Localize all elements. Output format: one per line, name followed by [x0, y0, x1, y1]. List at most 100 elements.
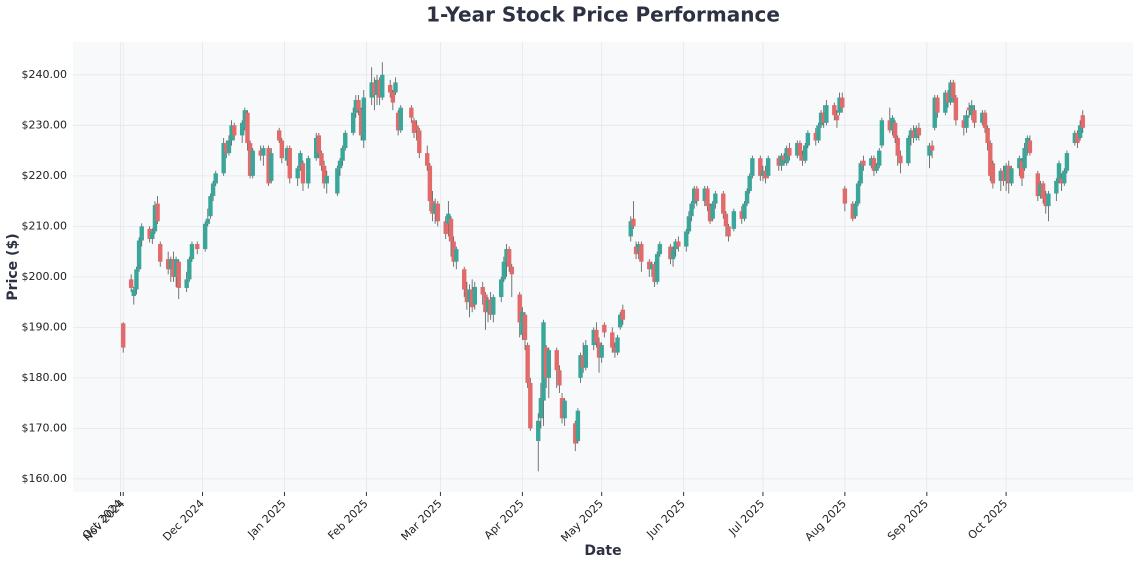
candle-body — [187, 259, 192, 280]
candle-body — [689, 203, 694, 217]
candle-body — [964, 115, 969, 128]
candle-body — [543, 347, 549, 378]
candle-body — [932, 97, 937, 128]
candle-body — [213, 173, 218, 184]
candle-body — [208, 196, 213, 217]
candle-body — [673, 241, 678, 250]
candle-body — [464, 289, 470, 303]
candle-body — [800, 155, 805, 161]
candle-body — [131, 289, 136, 297]
candle-body — [575, 410, 581, 441]
candle-body — [395, 112, 401, 131]
y-tick-label: $170.00 — [22, 421, 68, 434]
candle-body — [480, 286, 485, 295]
candle-body — [853, 203, 858, 217]
candle-body — [388, 84, 393, 93]
candle-body — [158, 244, 163, 262]
candle-body — [1043, 196, 1048, 207]
candle-body — [139, 226, 144, 241]
candle-body — [454, 249, 459, 262]
chart-title: 1-Year Stock Price Performance — [426, 3, 780, 27]
candle-body — [168, 259, 174, 270]
candle-body — [506, 249, 512, 267]
candle-body — [398, 107, 403, 131]
candle-body — [520, 312, 525, 335]
candle-body — [173, 259, 179, 277]
candle-body — [247, 143, 253, 176]
candle-body — [916, 127, 922, 136]
candle-body — [242, 110, 248, 128]
x-tick-label: Dec 2024 — [160, 497, 207, 544]
candle-body — [583, 345, 589, 368]
candle-body — [670, 249, 676, 260]
candle-body — [998, 170, 1004, 181]
candle-body — [776, 158, 781, 166]
candle-body — [358, 110, 364, 136]
candle-body — [483, 294, 488, 313]
candle-body — [136, 240, 142, 270]
candle-body — [414, 125, 419, 131]
candle-body — [657, 244, 663, 255]
candle-body — [911, 130, 916, 138]
x-tick-label: Feb 2025 — [325, 497, 370, 542]
candle-body — [615, 337, 620, 353]
x-tick-label: Jul 2025 — [726, 497, 768, 539]
candle-body — [269, 153, 274, 181]
candle-body — [509, 266, 515, 275]
candle-body — [633, 246, 639, 255]
y-tick-label: $190.00 — [22, 320, 68, 333]
candle-body — [596, 342, 602, 358]
candle-body — [966, 107, 972, 111]
y-tick-label: $240.00 — [22, 68, 68, 81]
candle-body — [353, 100, 359, 113]
candle-body — [250, 150, 255, 176]
candle-body — [1077, 125, 1083, 138]
candle-body — [610, 332, 615, 348]
candle-body — [578, 355, 583, 378]
candle-body — [599, 345, 604, 358]
candle-body — [887, 120, 893, 131]
candle-body — [176, 261, 181, 288]
candle-body — [210, 183, 216, 197]
candle-body — [654, 254, 660, 282]
candle-body — [152, 205, 158, 232]
candle-body — [430, 201, 435, 214]
candle-body — [953, 97, 959, 121]
candle-body — [594, 329, 599, 343]
candle-body — [184, 279, 189, 288]
candle-body — [448, 218, 454, 242]
candle-body — [393, 82, 398, 93]
candle-body — [895, 137, 900, 156]
candle-body — [1046, 193, 1051, 207]
candle-body — [1025, 137, 1030, 149]
candle-body — [411, 120, 417, 133]
candle-body — [390, 92, 396, 103]
candle-body — [694, 188, 700, 202]
x-tick-label: Sep 2025 — [885, 497, 931, 543]
candle-body — [855, 183, 861, 204]
candle-body — [731, 211, 737, 229]
x-tick-label: Apr 2025 — [482, 497, 527, 542]
candle-body — [781, 155, 787, 161]
candle-body — [988, 143, 993, 176]
candle-body — [356, 100, 361, 111]
x-tick-label: Jan 2025 — [245, 497, 289, 541]
candle-body — [350, 112, 356, 133]
candle-body — [501, 261, 507, 280]
candle-body — [742, 203, 747, 219]
candle-body — [1009, 168, 1014, 184]
candle-body — [536, 420, 541, 441]
candle-body — [528, 382, 533, 429]
candle-body — [813, 132, 818, 141]
candle-body — [261, 148, 266, 156]
y-tick-label: $200.00 — [22, 270, 68, 283]
candle-body — [858, 163, 863, 184]
candle-body — [425, 153, 430, 166]
candle-body — [816, 125, 821, 141]
candle-body — [760, 170, 766, 176]
candle-body — [617, 314, 623, 328]
candle-body — [961, 120, 967, 128]
candle-body — [948, 82, 953, 103]
candle-body — [707, 206, 713, 222]
x-axis-title: Date — [584, 543, 621, 559]
